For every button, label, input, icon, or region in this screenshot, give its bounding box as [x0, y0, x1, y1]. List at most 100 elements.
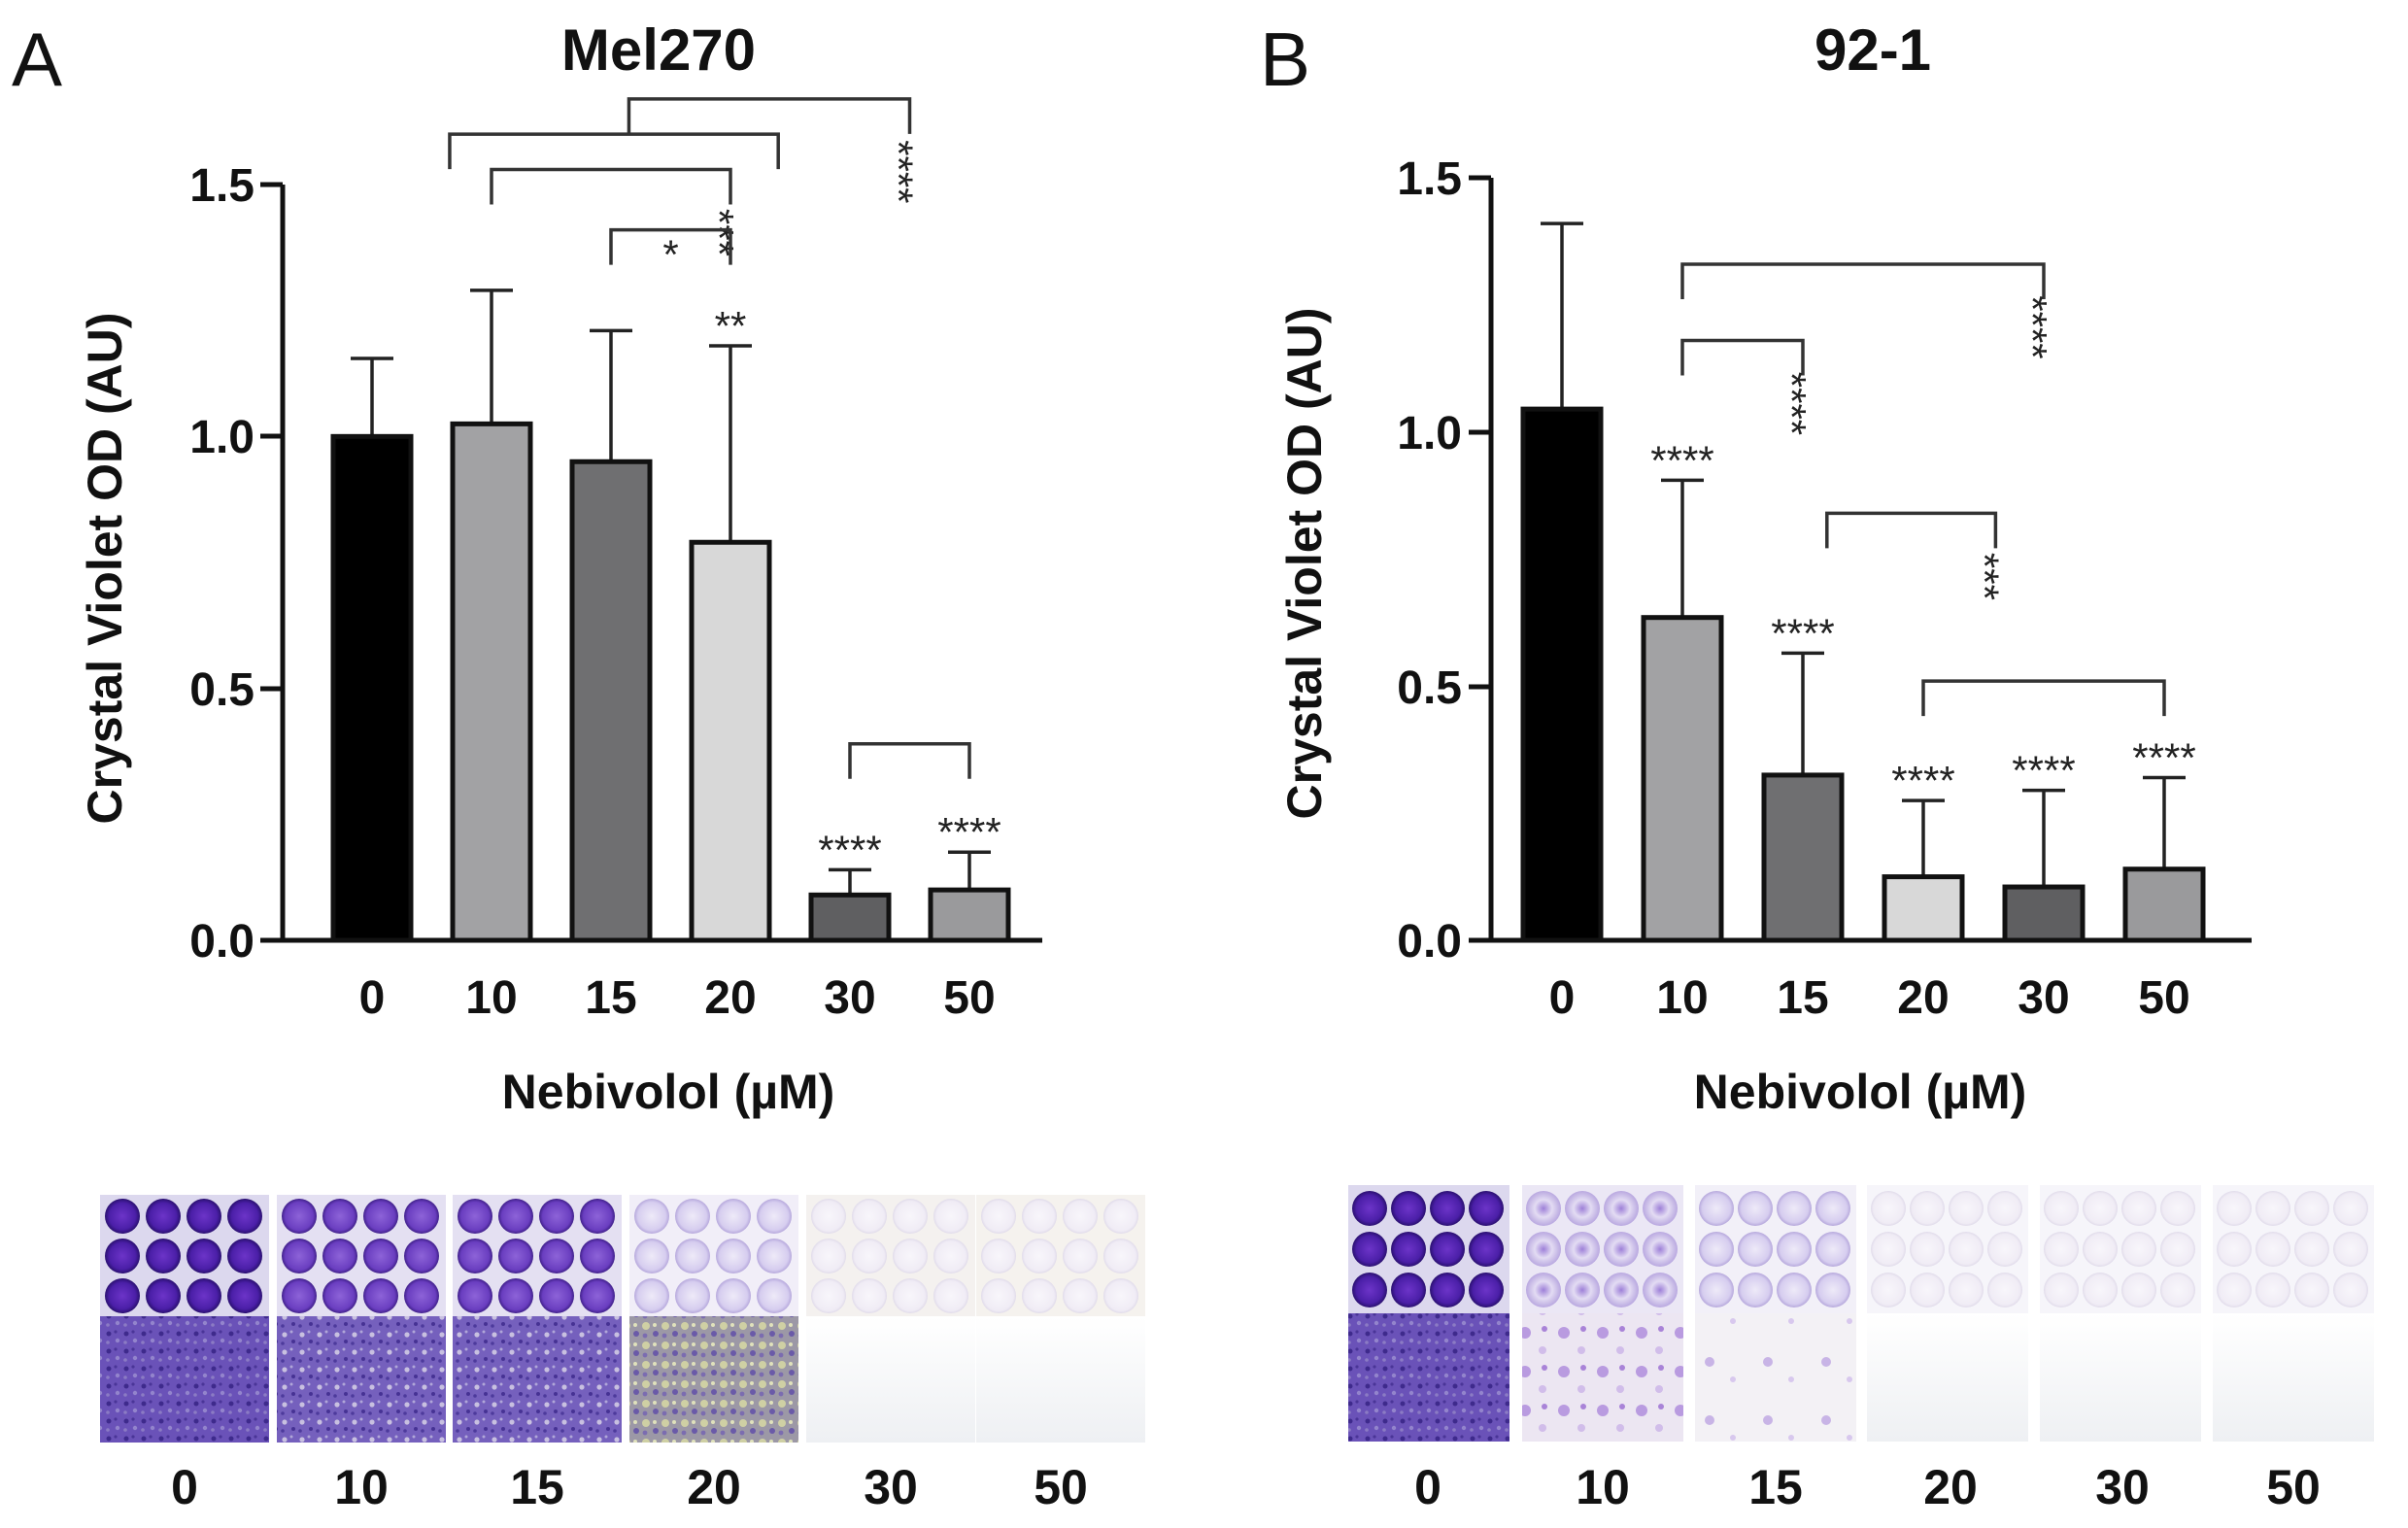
- chart-b-x-label: Nebivolol (µM): [1694, 1065, 2027, 1119]
- panel-a-photos: 0 10 15: [100, 1195, 1145, 1514]
- chart-b-bar-annotation-30: ****: [2012, 748, 2075, 794]
- chart-b-bars: 0 10****15****20****30****50*************…: [1520, 221, 2206, 1024]
- img-b-label-10: 10: [1576, 1460, 1630, 1514]
- chart-b-xtick-15: 15: [1777, 972, 1828, 1024]
- chart-a-bar-30: [808, 892, 892, 943]
- chart-b-comparison-label-3: ****: [2010, 295, 2055, 358]
- img-a-label-30: 30: [864, 1460, 918, 1514]
- micro-a-0: [100, 1316, 269, 1443]
- chart-b-xtick-0: 0: [1549, 972, 1576, 1024]
- micro-a-30: [806, 1316, 975, 1443]
- micro-a-50: [976, 1316, 1145, 1443]
- chart-b-bar-50: [2122, 866, 2206, 943]
- chart-a-xtick-30: 30: [824, 972, 875, 1024]
- chart-a-ytick-1: 0.5: [189, 664, 254, 716]
- img-a-label-10: 10: [334, 1460, 389, 1514]
- img-b-label-0: 0: [1414, 1460, 1441, 1514]
- chart-b-bar-annotation-20: ****: [1891, 758, 1954, 803]
- chart-a-xtick-50: 50: [943, 972, 995, 1024]
- chart-a-ytick-0: 0.0: [189, 916, 254, 968]
- chart-b-bar-annotation-15: ****: [1771, 610, 1834, 656]
- chart-a-comparison-bracket-3: [848, 741, 971, 779]
- plate-b-0: [1348, 1185, 1509, 1313]
- micro-b-10: [1522, 1313, 1683, 1442]
- chart-a-xtick-15: 15: [585, 972, 636, 1024]
- chart-a-bar-15: [569, 458, 653, 943]
- micro-b-0: [1348, 1313, 1509, 1442]
- plate-a-10: [277, 1195, 446, 1316]
- plate-b-20: [1867, 1185, 2028, 1313]
- chart-b-bar-10: [1641, 615, 1724, 943]
- chart-b-title: 92-1: [1814, 17, 1931, 83]
- chart-a-x-label: Nebivolol (µM): [502, 1065, 835, 1119]
- chart-a-bar-annotation-50: ****: [937, 809, 1001, 855]
- chart-b-ytick-2: 1.0: [1397, 408, 1462, 459]
- panel-a-letter: A: [12, 17, 62, 102]
- chart-a-comparison-label-1: *: [662, 232, 678, 278]
- chart-b-xtick-50: 50: [2138, 972, 2189, 1024]
- chart-a-xtick-20: 20: [704, 972, 756, 1024]
- chart-a-title: Mel270: [561, 17, 756, 83]
- chart-b-bar-0: [1520, 406, 1604, 943]
- plate-a-50: [976, 1195, 1145, 1316]
- chart-b-comparison-bracket-2: [1921, 679, 2166, 717]
- micro-a-20: [629, 1316, 798, 1443]
- plate-a-20: [629, 1195, 798, 1316]
- panel-b-letter: B: [1260, 17, 1310, 102]
- chart-b-xtick-30: 30: [2018, 972, 2069, 1024]
- chart-a-comparison-bracket-2: [448, 132, 780, 170]
- micro-a-10: [277, 1316, 446, 1443]
- chart-b-comparison-bracket-1: [1825, 511, 1998, 549]
- img-a-label-0: 0: [171, 1460, 198, 1514]
- chart-a-comparison-label-4: ****: [876, 140, 922, 203]
- chart-a-bars: 0 10 15 20**30****50************: [330, 97, 1011, 1024]
- chart-a-bar-20: [689, 539, 772, 943]
- micro-a-15: [453, 1316, 622, 1443]
- chart-a-y-label: Crystal Violet OD (AU): [78, 313, 132, 825]
- micro-b-15: [1695, 1313, 1856, 1442]
- chart-a-bar-50: [928, 887, 1011, 943]
- plate-b-10: [1522, 1185, 1683, 1313]
- chart-b-xtick-20: 20: [1897, 972, 1949, 1024]
- chart-a-ytick-3: 1.5: [189, 160, 254, 212]
- plate-b-30: [2040, 1185, 2201, 1313]
- micro-b-30: [2040, 1313, 2201, 1442]
- chart-a-ytick-2: 1.0: [189, 412, 254, 463]
- plate-a-30: [806, 1195, 975, 1316]
- chart-a-comparison-bracket-4: [627, 97, 912, 134]
- panel-a: A Mel270 0.0 0.5 1.0 1.5 Crystal Violet …: [12, 17, 1145, 1514]
- chart-a-comparison-label-0: ***: [696, 209, 742, 256]
- chart-b-ytick-3: 1.5: [1397, 153, 1462, 205]
- img-b-label-30: 30: [2095, 1460, 2150, 1514]
- chart-b-bar-30: [2002, 884, 2086, 943]
- chart-b-bar-annotation-10: ****: [1650, 437, 1713, 483]
- panel-b-photos: 0 10 15: [1348, 1185, 2374, 1514]
- chart-a-comparison-bracket-0: [490, 167, 732, 205]
- chart-b-comparison-bracket-3: [1680, 262, 2046, 299]
- img-a-label-15: 15: [510, 1460, 564, 1514]
- chart-b-ytick-0: 0.0: [1397, 916, 1462, 968]
- img-b-label-20: 20: [1923, 1460, 1978, 1514]
- chart-b-bar-15: [1761, 772, 1845, 943]
- chart-b-comparison-label-1: ***: [1961, 553, 2007, 600]
- chart-a-bar-annotation-30: ****: [818, 827, 881, 872]
- panel-b: B 92-1 0.0 0.5 1.0 1.5 Crystal Violet OD…: [1260, 17, 2374, 1514]
- chart-a-bar-annotation-20: **: [715, 303, 747, 349]
- chart-a-xtick-10: 10: [465, 972, 517, 1024]
- chart-b-bar-20: [1882, 874, 1965, 943]
- chart-b-bar-annotation-50: ****: [2132, 735, 2195, 781]
- chart-b-comparison-label-0: ****: [1769, 372, 1814, 435]
- img-b-label-15: 15: [1748, 1460, 1803, 1514]
- plate-a-15: [453, 1195, 622, 1316]
- chart-a-bar-0: [330, 433, 414, 943]
- chart-b-comparison-bracket-0: [1680, 338, 1805, 376]
- plate-b-50: [2213, 1185, 2374, 1313]
- chart-b-xtick-10: 10: [1656, 972, 1708, 1024]
- chart-b-ytick-1: 0.5: [1397, 662, 1462, 714]
- chart-a-bar-10: [450, 421, 533, 943]
- chart-a-y-axis: 0.0 0.5 1.0 1.5: [189, 160, 286, 968]
- img-a-label-20: 20: [687, 1460, 741, 1514]
- chart-b-y-axis: 0.0 0.5 1.0 1.5: [1397, 153, 1494, 968]
- chart-a-comparison-bracket-1: [609, 227, 732, 265]
